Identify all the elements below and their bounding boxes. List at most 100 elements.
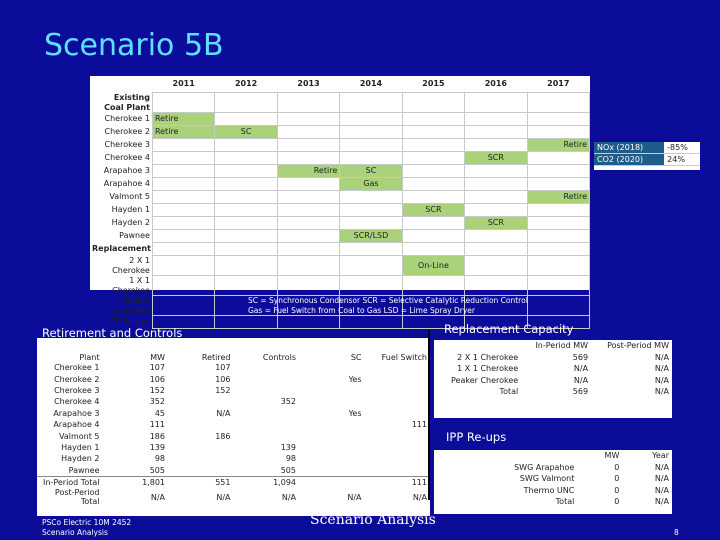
table-row: Valmont 5 186 186 [37,430,430,441]
schedule-cell [526,275,591,296]
table-row: Hayden 1 139 139 [37,442,430,453]
table-cell: 152 [215,385,231,395]
table-cell [365,453,431,464]
table-cell: 107 [149,363,165,373]
legend-line-2: Gas = Fuel Switch from Coal to Gas LSD =… [248,306,475,315]
schedule-row: Arapahoe 3 Retire SC [90,164,591,178]
table-cell: 186 [215,431,231,441]
schedule-cell [464,92,528,113]
table-cell [365,373,431,384]
emission-label: NOx (2018) [594,142,665,154]
schedule-cell [214,229,278,243]
table-cell: 106 [149,374,165,384]
schedule-cell [214,216,278,230]
table-cell [234,385,300,396]
schedule-cell [276,315,341,329]
row-label: Hayden 2 [111,218,150,227]
row-label: Cherokee 4 [104,153,150,162]
schedule-cell [464,242,528,256]
column-header: SC [350,353,362,362]
schedule-cell [464,125,528,139]
table-row: Total 569 N/A [434,386,672,398]
table-cell: N/A [412,492,427,502]
schedule-cell [464,164,528,178]
table-cell: 352 [280,397,296,407]
schedule-cell [151,229,216,243]
schedule-cell [526,242,591,256]
schedule-cell [464,138,528,152]
slide-title: Scenario 5B [44,28,224,63]
schedule-cell [214,315,278,329]
schedule-cell [526,112,591,126]
schedule-cell [401,275,466,296]
replacement-table: In-Period MW Post-Period MW 2 X 1 Cherokee… [434,340,672,418]
table-cell: 111 [411,420,427,430]
table-cell: 505 [149,465,165,475]
column-header: MW [150,353,165,362]
row-label: Cherokee 1 [104,114,150,123]
table-cell: 352 [149,397,165,407]
table-cell: N/A [150,492,165,502]
year-header: 2012 [234,79,258,88]
footer-left-2: Scenario Analysis [42,528,108,537]
schedule-cell [151,203,216,217]
table-cell [365,442,431,453]
legend-line-1: SC = Synchronous Condensor SCR = Selecti… [248,296,528,305]
table-cell: N/A [654,497,669,507]
schedule-cell [214,112,278,126]
table-cell [234,430,300,441]
schedule-row: Pawnee SCR/LSD [90,229,591,243]
schedule-cell [151,164,216,178]
table-cell: Total [555,497,575,507]
row-label: Cherokee 2 [104,127,150,136]
table-row: In-Period Total 1,801 551 1,094 111 [37,475,430,489]
schedule-cell [526,177,591,191]
schedule-cell [151,242,216,256]
table-cell: Cherokee 2 [54,374,100,384]
schedule-cell [401,242,466,256]
table-row: Pawnee 505 505 [37,465,430,477]
table-cell: N/A [654,364,669,374]
year-header: 2016 [484,79,507,88]
schedule-cell: Gas [339,177,403,191]
table-cell: 505 [280,465,296,475]
table-row: Cherokee 4 352 352 [37,396,430,407]
schedule-row: 2 X 1 Cherokee On-Line [90,255,591,276]
table-cell: Peaker Cherokee [450,375,519,385]
schedule-cell [401,125,466,139]
schedule-cell [151,92,216,113]
footer-left-1: PSCo Electric 10M 2452 [42,518,132,527]
table-row: Cherokee 2 106 106 Yes [37,373,430,384]
schedule-cell [339,138,403,152]
table-cell: In-Period Total [37,475,103,489]
table-cell: Post-Period Total [54,488,100,507]
schedule-cell [526,151,591,165]
schedule-cell: Retire [276,164,341,178]
table-cell: N/A [654,485,669,495]
retirement-title: Retirement and Controls [42,326,183,340]
table-cell: Arapahoe 4 [53,420,100,430]
table-cell: 0 [614,462,620,472]
schedule-cell: SCR [401,203,466,217]
table-cell [234,373,300,384]
schedule-cell [339,216,403,230]
schedule-cell [276,229,341,243]
table-cell [299,475,365,489]
schedule-cell [464,275,528,296]
schedule-cell [214,242,278,256]
schedule-cell [214,255,278,276]
table-cell: 0 [614,485,620,495]
table-row: SWG Valmont 0 N/A [434,473,672,485]
ipp-title: IPP Re-ups [446,430,507,444]
emission-value: -85% [664,142,700,154]
table-cell: Valmont 5 [58,431,100,441]
table-cell [168,453,234,464]
schedule-cell: SCR [464,151,528,165]
schedule-row: Replacement [90,242,591,256]
table-cell: 107 [215,363,231,373]
header-blank [90,76,152,93]
schedule-cell [214,138,278,152]
table-cell: Hayden 1 [61,442,100,452]
schedule-cell [464,203,528,217]
schedule-cell: SC [214,125,278,139]
